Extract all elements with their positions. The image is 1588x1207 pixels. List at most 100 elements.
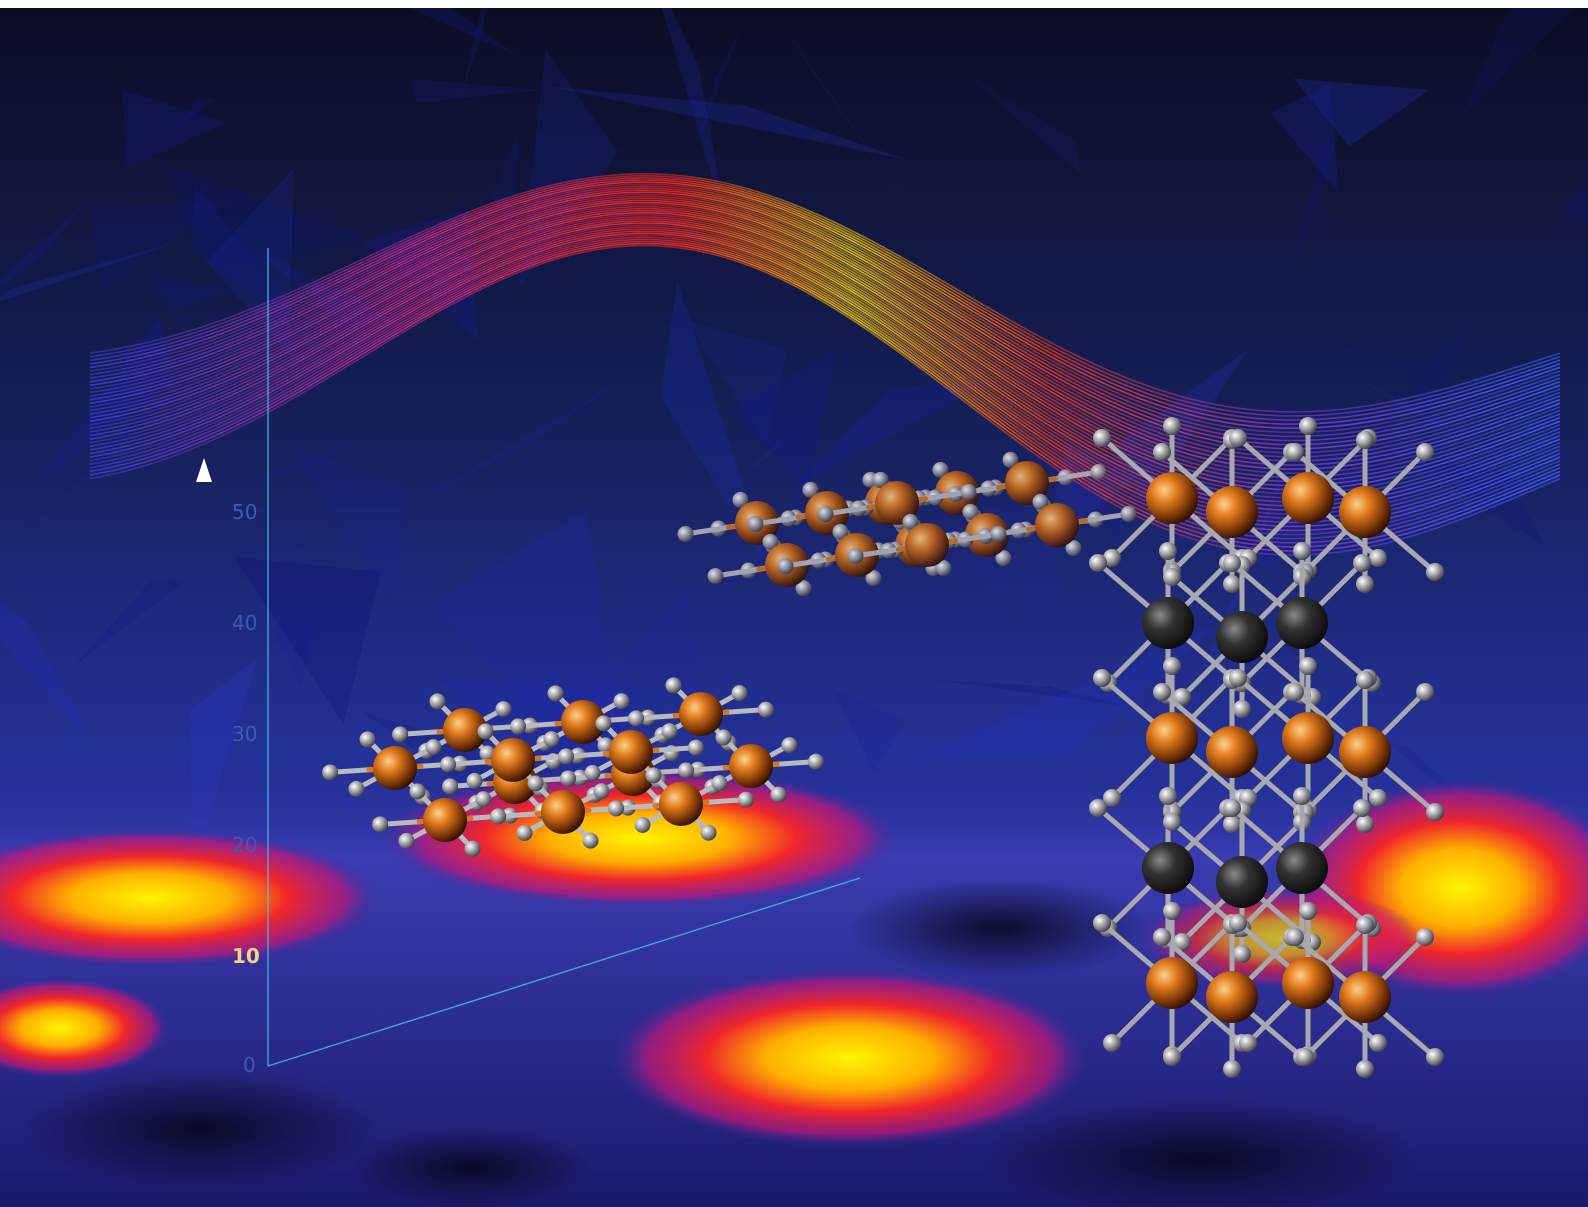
ligand-atom — [1173, 688, 1191, 706]
ligand-atom — [732, 491, 749, 508]
ligand-atom — [1159, 542, 1177, 560]
ligand-atom — [678, 762, 695, 779]
metal-atom — [905, 523, 949, 567]
wave-line — [89, 244, 1561, 556]
metal-atom — [443, 708, 487, 752]
dark-atom — [1276, 597, 1328, 649]
ligand-atom — [1223, 815, 1241, 833]
ligand-atom — [1120, 506, 1137, 522]
ligand-atom — [700, 824, 717, 841]
ligand-atom — [1090, 464, 1107, 480]
facet — [461, 8, 487, 98]
ligand-atom — [687, 739, 704, 756]
ligand-atom — [1426, 563, 1444, 581]
ligand-atom — [442, 778, 459, 795]
wave-line — [89, 193, 1561, 454]
metal-atom — [1206, 486, 1258, 538]
metal-atom — [659, 782, 703, 826]
ligand-atom — [510, 718, 527, 735]
ligand-atom — [1103, 789, 1121, 807]
ligand-atom — [628, 710, 645, 727]
facet — [270, 619, 315, 689]
axis-tick-label: 30 — [232, 722, 257, 746]
ligand-atom — [547, 685, 564, 702]
ligand-atom — [1416, 443, 1434, 461]
ligand-atom — [781, 737, 798, 754]
metal-atom — [541, 790, 585, 834]
ligand-atom — [807, 753, 824, 770]
ligand-atom — [1299, 657, 1317, 675]
facet — [776, 16, 931, 238]
facet — [174, 99, 217, 130]
ligand-atom — [1089, 799, 1107, 817]
axis-tick-label: 0 — [243, 1053, 256, 1077]
facet — [190, 658, 258, 878]
facet — [1460, 8, 1575, 118]
metal-atom — [1339, 971, 1391, 1023]
wave-line — [89, 175, 1561, 417]
facet — [151, 276, 237, 309]
facet — [832, 689, 906, 772]
vertical-arrow — [196, 458, 212, 808]
ligand-atom — [1163, 813, 1181, 831]
ligand-atom — [475, 791, 492, 808]
scientific-illustration: 0 10 20 30 40 50 — [0, 8, 1588, 1207]
facet — [1296, 140, 1337, 268]
ligand-atom — [1353, 799, 1371, 817]
wave-line — [89, 242, 1561, 552]
ligand-atom — [1163, 1048, 1181, 1066]
facet — [404, 365, 645, 509]
facet — [728, 440, 781, 490]
dark-atom — [1216, 611, 1268, 663]
wave-line — [89, 203, 1561, 474]
ligand-atom — [1032, 493, 1049, 510]
facet — [159, 161, 366, 273]
ligand-atom — [1356, 815, 1374, 833]
ligand-atom — [1426, 1048, 1444, 1066]
facet — [901, 265, 1049, 344]
ligand-atom — [372, 816, 389, 833]
ligand-atom — [1356, 916, 1374, 934]
metal-atom — [373, 746, 417, 790]
facet — [918, 626, 1216, 759]
cubic-lattice — [322, 677, 824, 857]
metal-atom — [1206, 726, 1258, 778]
ligand-atom — [1093, 669, 1111, 687]
ligand-atom — [1153, 928, 1171, 946]
axis-tick-label: 10 — [232, 944, 260, 968]
ligand-atom — [1223, 1060, 1241, 1078]
ligand-atom — [1153, 443, 1171, 461]
wave-line — [89, 177, 1561, 421]
dark-atom — [1142, 842, 1194, 894]
wave-line — [89, 199, 1561, 466]
ligand-atom — [322, 764, 339, 781]
ligand-atom — [832, 523, 849, 540]
ligand-atom — [1416, 928, 1434, 946]
wave-line — [89, 240, 1561, 548]
layered-octahedral-lattice — [1089, 417, 1444, 1078]
ligand-atom — [1286, 683, 1304, 701]
ligand-atom — [1356, 1060, 1374, 1078]
ligand-atom — [595, 715, 612, 732]
dark-atom — [1276, 842, 1328, 894]
dark-atom — [1216, 856, 1268, 908]
facet — [699, 28, 741, 139]
ligand-atom — [661, 723, 678, 740]
facet — [73, 579, 188, 666]
lattices — [322, 417, 1444, 1078]
ligand-atom — [584, 764, 601, 781]
ligand-atom — [1369, 1034, 1387, 1052]
ligand-atom — [1103, 549, 1121, 567]
ligand-atom — [645, 767, 662, 784]
wave-line — [89, 234, 1561, 536]
ligand-atom — [1229, 914, 1247, 932]
ligand-atom — [593, 783, 610, 800]
ligand-atom — [516, 824, 533, 841]
ligand-atom — [737, 791, 754, 808]
metal-atom — [1282, 472, 1334, 524]
facet — [548, 86, 909, 161]
ligand-atom — [802, 481, 819, 498]
facet — [7, 389, 104, 456]
ligand-atom — [348, 780, 365, 797]
facet — [1324, 338, 1445, 385]
